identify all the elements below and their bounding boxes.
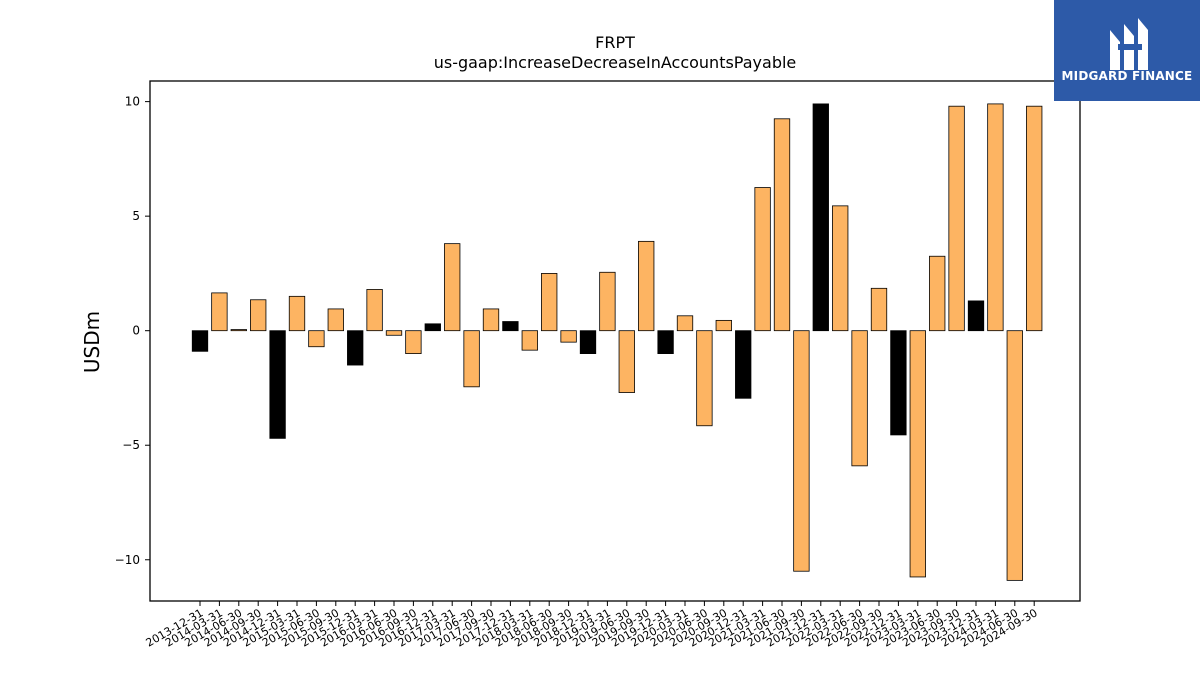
brand-logo: MIDGARD FINANCE: [1054, 0, 1200, 101]
bar-2023-09-30: [948, 105, 965, 332]
bar-2015-12-31: [347, 330, 364, 366]
bar-2023-12-31: [967, 300, 985, 332]
bar-2019-09-30: [638, 240, 655, 332]
bar-2020-03-31: [676, 315, 694, 332]
chart-subtitle: us-gaap:IncreaseDecreaseInAccountsPayabl…: [434, 53, 797, 72]
bar-2017-09-30: [482, 308, 500, 332]
bar-2021-06-30: [773, 118, 791, 332]
bar-2016-12-31: [424, 323, 441, 332]
bar-2023-03-31: [909, 330, 926, 578]
bar-2017-12-31: [502, 321, 519, 332]
bar-2022-06-30: [851, 330, 868, 467]
bar-2014-12-31: [269, 330, 286, 439]
y-tick-label: 5: [132, 209, 140, 223]
bar-2015-06-30: [308, 330, 325, 348]
bar-2017-03-31: [444, 243, 461, 332]
bar-2014-09-30: [250, 299, 267, 332]
bar-2020-06-30: [696, 330, 713, 427]
bar-2023-06-30: [929, 255, 946, 332]
bar-2018-06-30: [541, 273, 558, 332]
bars-group: [191, 103, 1043, 581]
y-tick-label: −5: [122, 438, 140, 452]
bar-2015-03-31: [288, 295, 306, 332]
y-tick-label: −10: [115, 553, 140, 567]
bar-2024-03-31: [987, 103, 1004, 332]
bar-2014-06-30: [230, 329, 247, 332]
bar-2017-06-30: [463, 330, 480, 388]
logo-text: MIDGARD FINANCE: [1061, 69, 1193, 83]
chart-title: FRPT: [595, 33, 635, 52]
bar-2024-09-30: [1026, 105, 1043, 332]
bar-2018-03-31: [521, 330, 538, 351]
bar-2018-09-30: [560, 330, 577, 343]
x-ticks-group: 2013-12-312014-03-312014-06-302014-09-30…: [144, 601, 1040, 650]
bar-2016-09-30: [405, 330, 422, 354]
bar-2022-12-31: [890, 330, 907, 436]
y-tick-label: 0: [132, 324, 140, 338]
plot-frame: [149, 80, 1081, 602]
bar-2020-09-30: [715, 319, 732, 332]
y-ticks-group: −10 −5 0 5 10: [115, 95, 150, 567]
bar-2021-03-31: [754, 187, 771, 332]
bar-2018-12-31: [579, 330, 597, 354]
logo-mark-icon: [1110, 18, 1148, 70]
y-axis-label: USDm: [80, 311, 104, 373]
bar-2013-12-31: [191, 330, 209, 352]
bar-2021-12-31: [812, 103, 829, 332]
bar-2024-06-30: [1006, 330, 1023, 581]
bar-2016-06-30: [385, 330, 403, 336]
bar-2019-06-30: [618, 330, 635, 393]
bar-2022-03-31: [832, 205, 849, 332]
bar-2014-03-31: [211, 292, 228, 332]
bar-2022-09-30: [870, 287, 888, 332]
bar-2015-09-30: [327, 308, 344, 332]
bar-2021-09-30: [793, 330, 810, 572]
y-tick-label: 10: [125, 95, 140, 109]
bar-2019-12-31: [657, 330, 674, 354]
bar-2016-03-31: [366, 289, 383, 332]
bar-2020-12-31: [735, 330, 752, 399]
bar-2019-03-31: [599, 271, 616, 332]
